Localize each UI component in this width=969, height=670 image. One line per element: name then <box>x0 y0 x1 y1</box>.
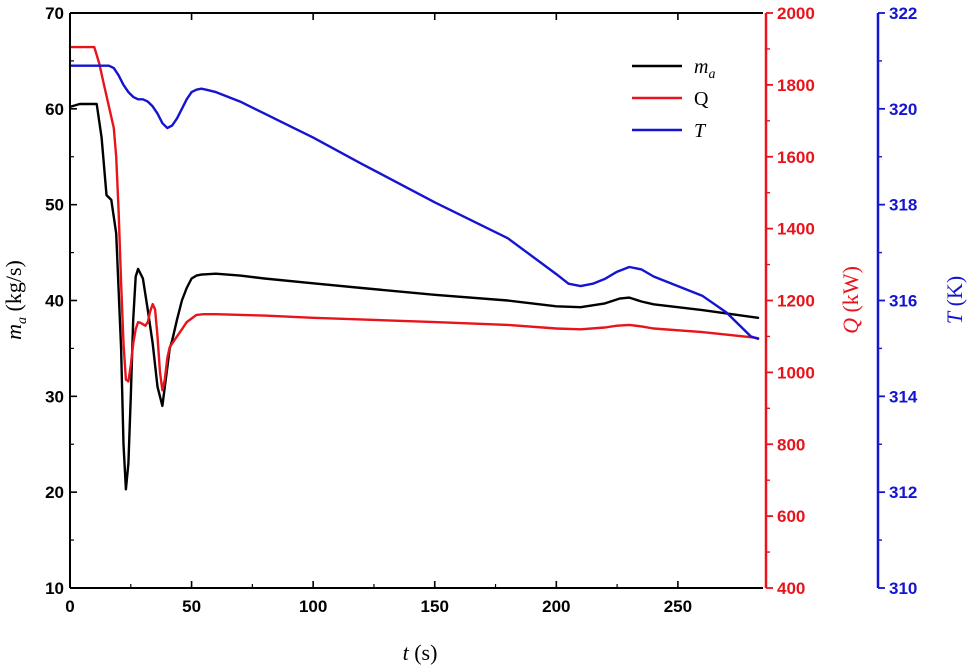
x-tick-label: 0 <box>65 597 74 616</box>
t-tick-label: 314 <box>889 387 918 406</box>
t-tick-label: 322 <box>889 4 917 23</box>
legend-label-symbol: m <box>694 56 708 78</box>
q-tick-label: 800 <box>777 435 805 454</box>
x-tick-label: 50 <box>182 597 201 616</box>
q-axis-label-symbol: Q <box>838 318 863 334</box>
left-tick-label: 40 <box>45 292 64 311</box>
series-line-q <box>68 45 760 392</box>
left-tick-label: 60 <box>45 100 64 119</box>
x-tick-label: 100 <box>299 597 327 616</box>
t-axis-label-unit: (K) <box>942 276 967 312</box>
t-tick-label: 318 <box>889 196 917 215</box>
q-tick-label: 1200 <box>777 292 815 311</box>
q-tick-label: 600 <box>777 507 805 526</box>
legend-label-symbol: T <box>694 120 707 142</box>
q-tick-label: 1000 <box>777 363 815 382</box>
q-tick-label: 1600 <box>777 148 815 167</box>
legend-label-symbol: Q <box>694 88 709 110</box>
legend-label-subscript: a <box>708 67 715 82</box>
axes-layer: 0 50 100 150 200 250 10 20 30 40 50 60 70 400 600 800 10… <box>1 4 967 665</box>
q-tick-label: 2000 <box>777 4 815 23</box>
q-axis-label-unit: (kW) <box>838 266 863 318</box>
legend-label-q: Q <box>694 88 709 110</box>
series-layer <box>68 45 760 491</box>
series-line-t <box>68 64 760 340</box>
series-line-m-a <box>68 102 760 491</box>
left-tick-label: 20 <box>45 483 64 502</box>
left-tick-label: 10 <box>45 579 64 598</box>
left-tick-label: 50 <box>45 196 64 215</box>
x-tick-label: 200 <box>542 597 570 616</box>
left-axis-label-unit: (kg/s) <box>1 260 26 317</box>
t-axis-label: T (K) <box>942 276 967 324</box>
left-axis-label-subscript: a <box>15 317 30 324</box>
left-axis-label: ma (kg/s) <box>1 260 30 340</box>
left-axis-label-symbol: m <box>1 324 26 340</box>
x-tick-label: 150 <box>421 597 449 616</box>
t-tick-label: 312 <box>889 483 917 502</box>
x-tick-label: 250 <box>664 597 692 616</box>
q-tick-label: 400 <box>777 579 805 598</box>
t-tick-label: 320 <box>889 100 917 119</box>
t-tick-label: 310 <box>889 579 917 598</box>
left-tick-label: 30 <box>45 387 64 406</box>
legend-label-m-a: ma <box>694 56 715 82</box>
left-tick-label: 70 <box>45 4 64 23</box>
q-tick-label: 1400 <box>777 220 815 239</box>
t-tick-label: 316 <box>889 292 917 311</box>
x-axis-label-unit: (s) <box>409 640 438 665</box>
legend-label-t: T <box>694 120 707 142</box>
x-axis-label: t (s) <box>403 640 438 665</box>
q-tick-label: 1800 <box>777 76 815 95</box>
x-axis-label-symbol: t <box>403 640 410 665</box>
t-axis-label-symbol: T <box>942 310 967 324</box>
q-axis-label: Q (kW) <box>838 266 863 334</box>
